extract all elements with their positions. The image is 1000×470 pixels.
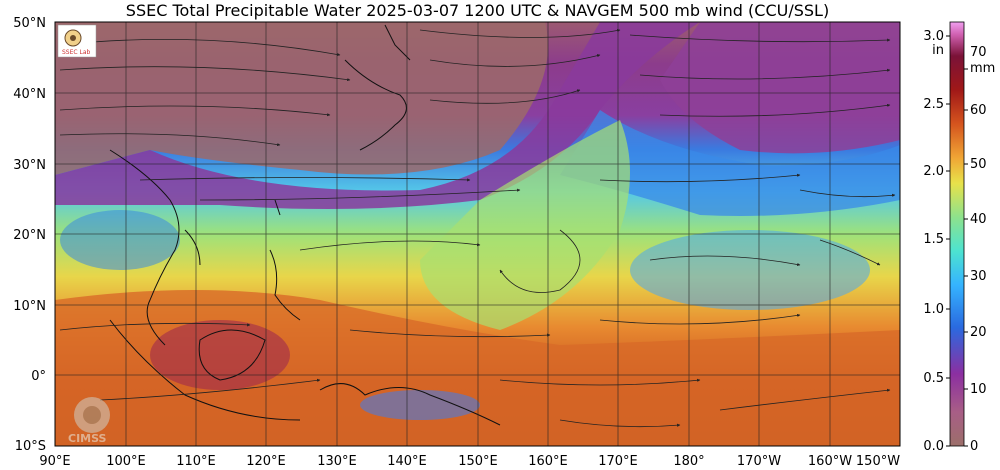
lon-label-170e: 170°E bbox=[598, 454, 638, 469]
colorbar-mm-unit: mm bbox=[970, 61, 995, 76]
coastlines bbox=[109, 24, 501, 426]
colorbar-inch-ticks bbox=[946, 35, 950, 447]
colorbar-inch-0-5: 0.5 bbox=[923, 371, 944, 386]
watermark-text: CIMSS bbox=[68, 432, 107, 445]
lon-label-110e: 110°E bbox=[176, 454, 216, 469]
colorbar-mm-ticks bbox=[964, 68, 968, 447]
wind-streamlines bbox=[59, 28, 896, 428]
colorbar-inch-2-0: 2.0 bbox=[923, 164, 944, 179]
map-title: SSEC Total Precipitable Water 2025-03-07… bbox=[125, 1, 830, 20]
lat-label-50n: 50°N bbox=[13, 16, 46, 31]
longitude-labels: 90°E 100°E 110°E 120°E 130°E 140°E 150°E… bbox=[39, 454, 900, 469]
colorbar-mm-20: 20 bbox=[970, 325, 987, 340]
colorbar-mm-40: 40 bbox=[970, 212, 987, 227]
latitude-labels: 50°N 40°N 30°N 20°N 10°N 0° 10°S bbox=[13, 16, 46, 454]
colorbar-mm-50: 50 bbox=[970, 157, 987, 172]
colorbar-mm-70: 70 bbox=[970, 45, 987, 60]
lon-label-130e: 130°E bbox=[317, 454, 357, 469]
colorbar-inch-1-5: 1.5 bbox=[923, 232, 944, 247]
colorbar-inch-0-0: 0.0 bbox=[923, 439, 944, 454]
colorbar: 3.0 2.5 2.0 1.5 1.0 0.5 0.0 in 70 mm 60 … bbox=[923, 21, 995, 454]
lon-label-150w: 150°W bbox=[856, 454, 900, 469]
colorbar-mm-0: 0 bbox=[970, 439, 978, 454]
lat-label-10s: 10°S bbox=[15, 439, 46, 454]
lon-label-170w: 170°W bbox=[737, 454, 781, 469]
lon-label-150e: 150°E bbox=[458, 454, 498, 469]
colorbar-mm-30: 30 bbox=[970, 269, 987, 284]
colorbar-inch-3-0: 3.0 bbox=[923, 29, 944, 44]
colorbar-inch-2-5: 2.5 bbox=[923, 97, 944, 112]
lon-label-120e: 120°E bbox=[246, 454, 286, 469]
map-frame bbox=[54, 21, 901, 447]
logo-text: SSEC Lab bbox=[62, 49, 91, 56]
colorbar-scale bbox=[949, 21, 965, 447]
lon-label-180: 180° bbox=[673, 454, 704, 469]
cimss-watermark: CIMSS bbox=[68, 397, 110, 445]
lon-label-90e: 90°E bbox=[39, 454, 70, 469]
colorbar-inch-unit: in bbox=[932, 43, 944, 58]
lon-label-100e: 100°E bbox=[106, 454, 146, 469]
lat-label-20n: 20°N bbox=[13, 228, 46, 243]
lon-label-140e: 140°E bbox=[387, 454, 427, 469]
lat-label-40n: 40°N bbox=[13, 87, 46, 102]
lat-label-30n: 30°N bbox=[13, 158, 46, 173]
lon-label-160e: 160°E bbox=[528, 454, 568, 469]
colorbar-mm-10: 10 bbox=[970, 382, 987, 397]
lat-label-10n: 10°N bbox=[13, 299, 46, 314]
lon-label-160w: 160°W bbox=[808, 454, 852, 469]
lat-label-0: 0° bbox=[31, 369, 46, 384]
colorbar-inch-1-0: 1.0 bbox=[923, 302, 944, 317]
colorbar-mm-60: 60 bbox=[970, 103, 987, 118]
ssec-logo: SSEC Lab bbox=[57, 24, 97, 58]
